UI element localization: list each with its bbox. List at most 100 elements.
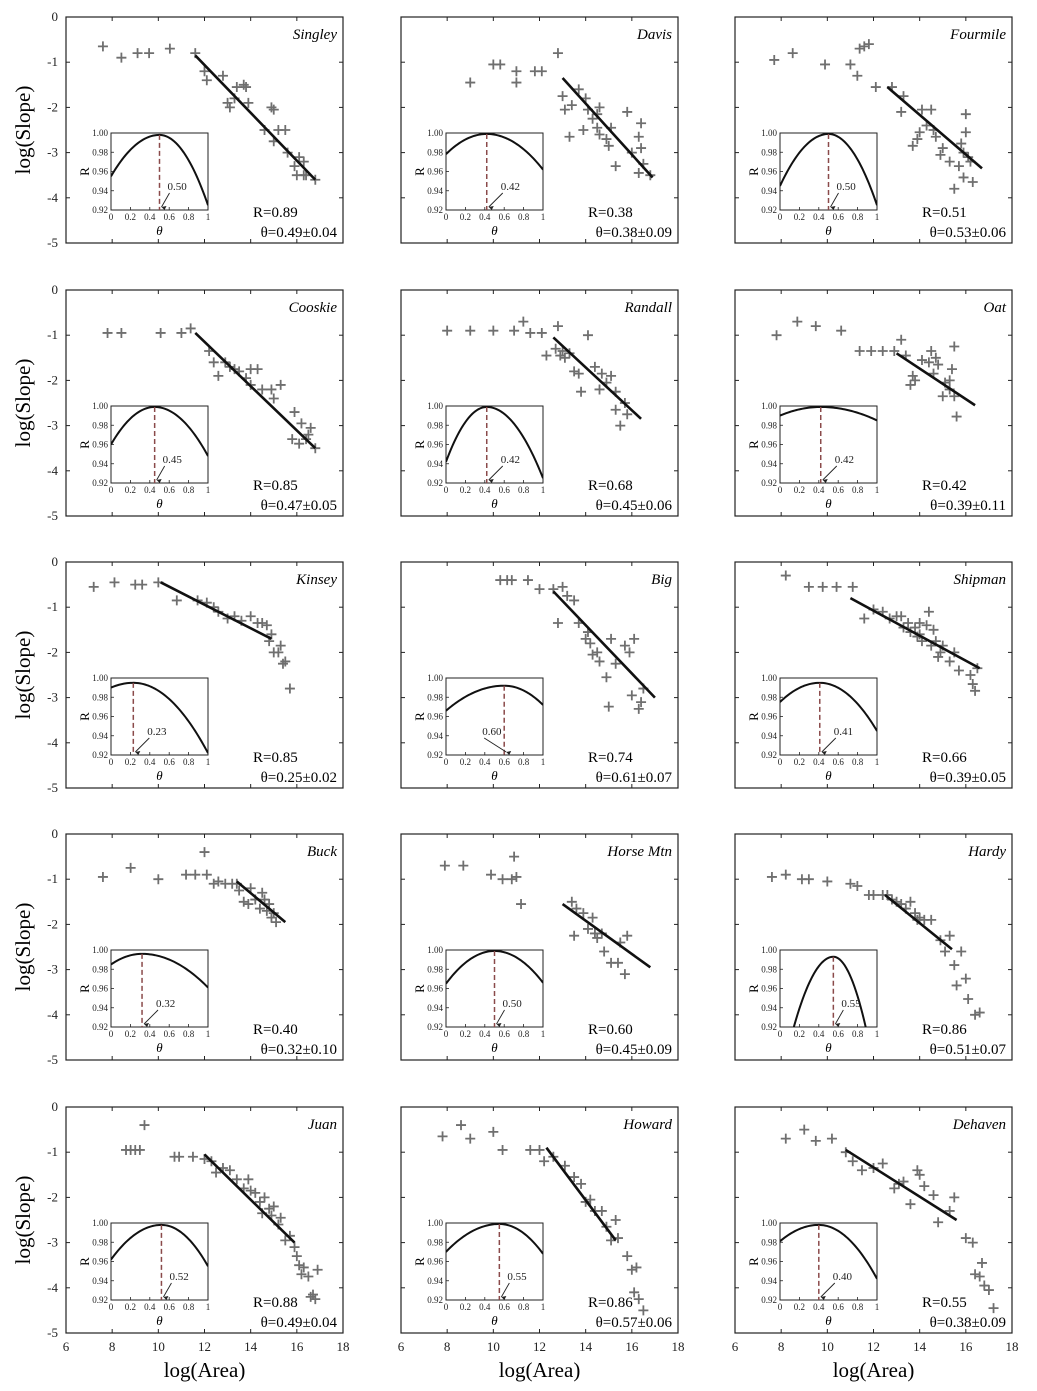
data-point	[273, 647, 284, 658]
inset-x-tick-label: 0.4	[479, 212, 491, 222]
inset-y-tick-label: 0.92	[427, 1295, 443, 1305]
inset-y-tick-label: 1.00	[761, 128, 777, 138]
inset-x-tick-label: 0	[109, 757, 114, 767]
inset-x-tick-label: 0.8	[518, 1302, 530, 1312]
data-point	[603, 701, 614, 712]
data-point	[822, 876, 833, 887]
data-point	[294, 152, 305, 163]
y-tick-label: -5	[47, 1325, 58, 1340]
data-point	[97, 871, 108, 882]
inset-x-tick-label: 0	[109, 212, 114, 222]
inset-x-axis-label: θ	[825, 223, 832, 238]
data-point	[803, 874, 814, 885]
data-point	[509, 851, 520, 862]
data-point	[592, 647, 603, 658]
data-point	[176, 327, 187, 338]
data-point	[940, 946, 951, 957]
inset-x-tick-label: 0.8	[852, 1302, 864, 1312]
inset-y-tick-label: 0.98	[92, 964, 108, 974]
inset-y-tick-label: 0.96	[92, 984, 108, 994]
inset-curve	[780, 406, 877, 422]
data-point	[550, 343, 561, 354]
inset-arrow-head	[820, 1296, 826, 1300]
data-point	[213, 876, 224, 887]
inset-y-axis-label: R	[412, 440, 427, 449]
inset-x-tick-label: 0	[778, 757, 783, 767]
data-point	[132, 48, 143, 59]
data-point	[109, 577, 120, 588]
data-point	[296, 418, 307, 429]
inset-y-tick-label: 0.98	[92, 1237, 108, 1247]
data-point	[967, 1237, 978, 1248]
inset-frame	[445, 677, 544, 756]
data-point	[636, 143, 647, 154]
data-point	[926, 346, 937, 357]
data-point	[907, 140, 918, 151]
data-point	[254, 1196, 265, 1207]
data-point	[780, 570, 791, 581]
data-point	[181, 869, 192, 880]
data-point	[831, 581, 842, 592]
inset-x-axis-label: θ	[825, 1040, 832, 1055]
inset-y-tick-label: 1.00	[761, 401, 777, 411]
inset-y-tick-label: 1.00	[427, 945, 443, 955]
inset-x-tick-label: 0	[444, 485, 449, 495]
fit-line	[194, 54, 317, 181]
inset-curve	[792, 955, 867, 1027]
inset-x-tick-label: 0.8	[183, 1029, 195, 1039]
inset-y-axis-label: R	[412, 1257, 427, 1266]
data-point	[629, 1287, 640, 1298]
y-tick-label: -1	[47, 54, 58, 69]
data-point	[606, 370, 617, 381]
data-point	[963, 993, 974, 1004]
inset-x-tick-label: 1	[541, 212, 546, 222]
panel-randall: Randall R=0.68 θ=0.45±0.06 1.00 0.98 0.96 0.94…	[400, 289, 679, 517]
data-point	[926, 914, 937, 925]
panel-name: Davis	[636, 27, 672, 43]
data-point	[201, 869, 212, 880]
inset-arrow-head	[135, 751, 141, 755]
inset-x-tick-label: 0.4	[813, 485, 825, 495]
panel-buck: 0 -1 -2 -3 -4 -5 Buck R=0.40 θ=0.32±0.10 1.00 0.98…	[47, 826, 344, 1067]
data-point	[488, 1126, 499, 1137]
inset-y-tick-label: 0.98	[427, 964, 443, 974]
inset-curve	[111, 406, 208, 457]
data-point	[914, 618, 925, 629]
data-point	[633, 131, 644, 142]
inset-peak-label: 0.42	[501, 454, 520, 466]
inset-x-tick-label: 1	[541, 1029, 546, 1039]
inset-x-axis-label: θ	[491, 223, 498, 238]
inset-peak-label: 0.40	[833, 1271, 853, 1283]
data-point	[859, 613, 870, 624]
inset-x-tick-label: 0.6	[833, 212, 845, 222]
data-point	[951, 980, 962, 991]
data-point	[257, 618, 268, 629]
inset-peak-label: 0.23	[147, 726, 167, 738]
y-tick-label: -3	[47, 418, 58, 433]
panel-name: Hardy	[967, 844, 1006, 860]
x-tick-label: 18	[1006, 1339, 1019, 1354]
data-point	[953, 161, 964, 172]
inset-x-tick-label: 0.2	[460, 485, 471, 495]
data-point	[979, 1280, 990, 1291]
data-point	[222, 97, 233, 108]
inset-x-tick-label: 0.2	[460, 757, 471, 767]
data-point	[852, 70, 863, 81]
x-tick-label: 18	[337, 1339, 350, 1354]
data-point	[636, 697, 647, 708]
theta-value: θ=0.39±0.11	[930, 498, 1006, 514]
data-point	[587, 912, 598, 923]
inset-x-tick-label: 0.6	[499, 212, 511, 222]
panel-name: Oat	[984, 300, 1007, 316]
inset-y-tick-label: 0.92	[427, 750, 443, 760]
inset-x-tick-label: 1	[206, 757, 211, 767]
inset-curve	[446, 133, 543, 171]
inset-y-axis-label: R	[746, 712, 761, 721]
data-point	[933, 651, 944, 662]
r-value: R=0.85	[253, 478, 298, 494]
inset-y-tick-label: 0.94	[761, 1276, 777, 1286]
data-point	[594, 129, 605, 140]
data-point	[889, 346, 900, 357]
data-point	[511, 66, 522, 77]
inset-x-tick-label: 0.2	[794, 1029, 805, 1039]
